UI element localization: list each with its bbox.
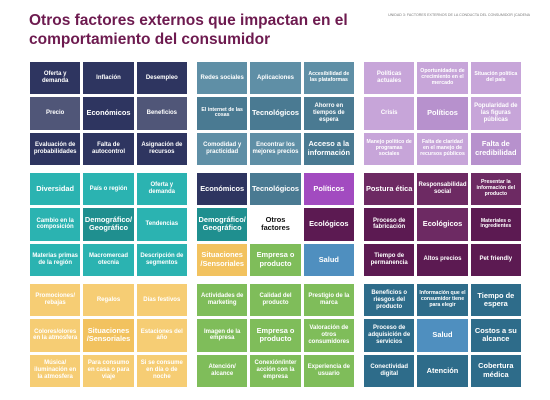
factor-cell: Beneficios: [136, 97, 187, 130]
category-link-tecnologicos: Tecnológicos: [250, 173, 301, 206]
category-link-empresa: Empresa o producto: [250, 243, 301, 276]
factor-cell: Inflación: [83, 62, 134, 95]
factor-cell: Falta de claridad en el manejo de recurs…: [417, 132, 468, 165]
factor-cell: Tiempo de espera: [470, 284, 521, 317]
factor-cell: Ahorro en tiempos de espera: [303, 97, 354, 130]
factor-cell: Presentar la información del producto: [470, 173, 521, 206]
factor-cell: Estaciones del año: [136, 319, 187, 352]
block-economicos: Oferta y demanda Inflación Desempleo Pre…: [30, 62, 187, 165]
factor-cell: Beneficios o riesgos del producto: [364, 284, 415, 317]
factor-cell: Oferta y demanda: [30, 62, 81, 95]
factor-cell: Tendencias: [136, 208, 187, 241]
factor-cell: Postura ética: [364, 173, 415, 206]
page-subtitle: Unidad 3: factores externos de la conduc…: [388, 13, 530, 17]
factor-cell: Crisis: [364, 97, 415, 130]
factor-cell: Atención: [417, 354, 468, 387]
category-link-ecologicos: Ecológicos: [303, 208, 354, 241]
factor-cell: Tiempo de permanencia: [364, 243, 415, 276]
factor-cell: Atención/ alcance: [197, 354, 248, 387]
factor-cell: Pet friendly: [470, 243, 521, 276]
factor-cell: Desempleo: [136, 62, 187, 95]
factor-cell: Conexión/inter acción con la empresa: [250, 354, 301, 387]
factor-cell: Colores/olores en la atmosfera: [30, 319, 81, 352]
factor-cell: Descripción de segmentos: [136, 243, 187, 276]
central-topic-cell: Otros factores: [250, 208, 301, 241]
factor-cell: Información que el consumidor tiene para…: [417, 284, 468, 317]
factor-cell: Precio: [30, 97, 81, 130]
category-cell: Tecnológicos: [250, 97, 301, 130]
factor-cell: Calidad del producto: [250, 284, 301, 317]
factor-cell: Materias primas de la región: [30, 243, 81, 276]
factor-cell: Oportunidades de crecimiento en el merca…: [417, 62, 468, 95]
factor-cell: Conectividad digital: [364, 354, 415, 387]
factor-cell: Cobertura médica: [470, 354, 521, 387]
category-link-sensoriales: Situaciones /Sensoriales: [197, 243, 248, 276]
factor-cell: Si se consume en día o de noche: [136, 354, 187, 387]
block-politicos: Políticas actuales Oportunidades de crec…: [364, 62, 521, 165]
factor-cell: Falta de credibilidad: [470, 132, 521, 165]
factor-cell: Acceso a la información: [303, 132, 354, 165]
factor-cell: Encontrar los mejores precios: [250, 132, 301, 165]
factor-cell: Oferta y demanda: [136, 173, 187, 206]
factor-cell: Días festivos: [136, 284, 187, 317]
block-tecnologicos: Redes sociales Aplicaciones Accesibilida…: [197, 62, 354, 165]
block-empresa: Actividades de marketing Calidad del pro…: [197, 284, 354, 387]
factor-cell: Redes sociales: [197, 62, 248, 95]
factor-cell: Regalos: [83, 284, 134, 317]
factor-cell: Aplicaciones: [250, 62, 301, 95]
category-cell: Situaciones /Sensoriales: [83, 319, 134, 352]
factor-cell: Materiales o ingredientes: [470, 208, 521, 241]
factor-cell: Comodidad y practicidad: [197, 132, 248, 165]
factor-cell: Valoración de otros consumidores: [303, 319, 354, 352]
category-link-politicos: Políticos: [303, 173, 354, 206]
factor-cell: Macromercad otecnia: [83, 243, 134, 276]
factor-cell: Evaluación de probabilidades: [30, 132, 81, 165]
factor-cell: Experiencia de usuario: [303, 354, 354, 387]
factor-cell: Situación política del país: [470, 62, 521, 95]
page-title: Otros factores externos que impactan en …: [29, 12, 348, 48]
factor-cell: Actividades de marketing: [197, 284, 248, 317]
factor-cell: Prestigio de la marca: [303, 284, 354, 317]
block-salud: Beneficios o riesgos del producto Inform…: [364, 284, 521, 387]
factor-cell: El internet de las cosas: [197, 97, 248, 130]
factor-cell: Manejo político de programas sociales: [364, 132, 415, 165]
category-cell: Políticos: [417, 97, 468, 130]
factor-cell: Para consumo en casa o para viaje: [83, 354, 134, 387]
factors-grid: Oferta y demanda Inflación Desempleo Pre…: [30, 62, 522, 388]
category-cell: Salud: [417, 319, 468, 352]
category-link-economicos: Económicos: [197, 173, 248, 206]
category-cell: Empresa o producto: [250, 319, 301, 352]
block-ecologicos: Postura ética Responsabilidad social Pre…: [364, 173, 521, 276]
factor-cell: Políticas actuales: [364, 62, 415, 95]
factor-cell: Promociones/ rebajas: [30, 284, 81, 317]
factor-cell: Música/ iluminación en la atmosfera: [30, 354, 81, 387]
factor-cell: Proceso de fabricación: [364, 208, 415, 241]
factor-cell: Responsabilidad social: [417, 173, 468, 206]
category-cell: Económicos: [83, 97, 134, 130]
block-centro: Económicos Tecnológicos Políticos Demogr…: [197, 173, 354, 276]
factor-cell: Asignación de recursos: [136, 132, 187, 165]
factor-cell: Altos precios: [417, 243, 468, 276]
factor-cell: Diversidad: [30, 173, 81, 206]
category-link-salud: Salud: [303, 243, 354, 276]
category-cell: Demográfico/ Geográfico: [83, 208, 134, 241]
factor-cell: Cambio en la composición: [30, 208, 81, 241]
factor-cell: País o región: [83, 173, 134, 206]
factor-cell: Costos a su alcance: [470, 319, 521, 352]
block-sensoriales: Promociones/ rebajas Regalos Días festiv…: [30, 284, 187, 387]
category-link-demograficos: Demográfico/ Geográfico: [197, 208, 248, 241]
factor-cell: Popularidad de las figuras públicas: [470, 97, 521, 130]
factor-cell: Falta de autocontrol: [83, 132, 134, 165]
block-demograficos: Diversidad País o región Oferta y demand…: [30, 173, 187, 276]
factor-cell: Accesibilidad de las plataformas: [303, 62, 354, 95]
category-cell: Ecológicos: [417, 208, 468, 241]
factor-cell: Proceso de adquisición de servicios: [364, 319, 415, 352]
factor-cell: Imagen de la empresa: [197, 319, 248, 352]
